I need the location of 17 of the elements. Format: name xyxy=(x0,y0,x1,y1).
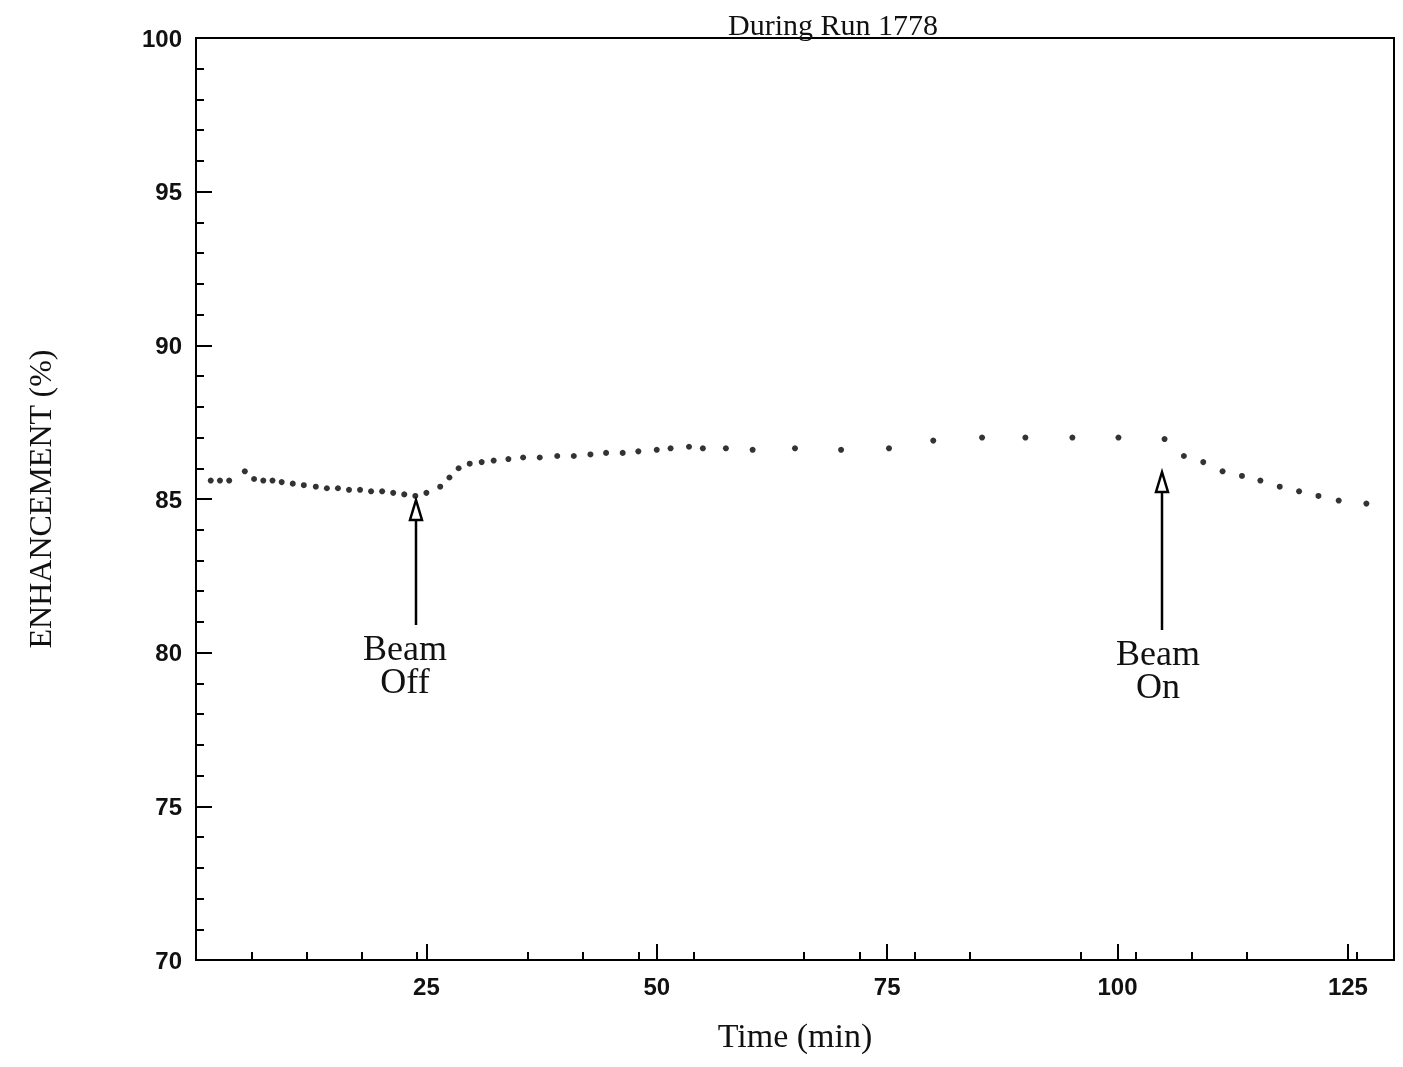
y-tick-label: 80 xyxy=(155,639,182,667)
y-tick-label: 70 xyxy=(155,946,182,974)
x-tick-label: 25 xyxy=(413,972,440,1000)
x-axis-title: Time (min) xyxy=(717,1016,873,1055)
y-axis-title: ENHANCEMENT (%) xyxy=(22,349,58,649)
y-tick-label: 100 xyxy=(141,24,182,52)
x-tick-label: 75 xyxy=(873,972,901,1000)
x-tick-label: 125 xyxy=(1327,972,1368,1000)
y-tick-label: 95 xyxy=(155,178,182,206)
chart-title: During Run 1778 xyxy=(728,7,938,41)
y-tick-label: 75 xyxy=(155,792,182,820)
annotation: Beam On xyxy=(1116,633,1200,706)
x-tick-label: 50 xyxy=(643,972,671,1000)
y-tick-label: 90 xyxy=(155,331,182,359)
x-tick-label: 100 xyxy=(1097,972,1138,1000)
annotation: Beam Off xyxy=(363,628,447,701)
y-tick-label: 85 xyxy=(155,485,182,513)
